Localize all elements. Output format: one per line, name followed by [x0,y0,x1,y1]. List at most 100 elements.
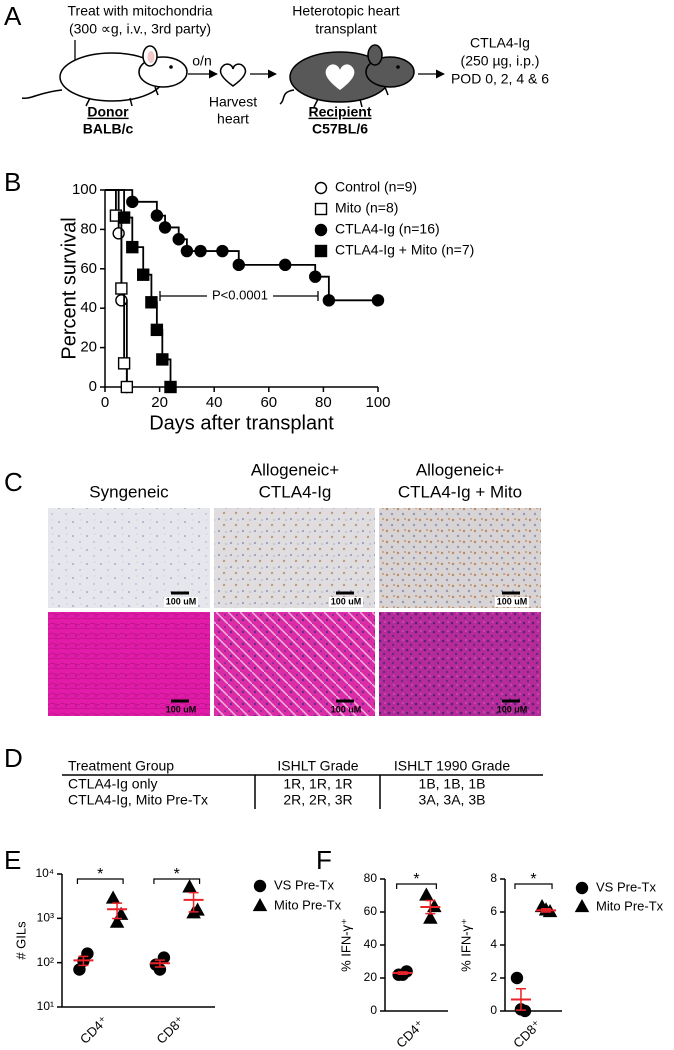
significance-label: * [413,871,419,888]
scale-bar-label: 100 uM [331,704,362,714]
x-tick-label: 40 [206,394,223,411]
data-point [182,879,197,893]
recipient-mouse [279,44,415,108]
y-tick-label: 40 [364,937,378,951]
histology-panel [48,508,541,716]
error-bar [154,959,165,968]
panel-label: B [4,167,21,197]
column-header: CTLA4-Ig [259,482,332,501]
table-cell: 2R, 2R, 3R [283,792,352,808]
survival-marker [180,244,194,258]
legend-label: Mito (n=8) [335,200,398,216]
legend-label: CTLA4-Ig + Mito (n=7) [335,242,474,258]
survival-marker [309,270,322,283]
scale-bar-label: 100 uM [166,596,197,606]
scale-bar-bg [164,597,198,607]
survival-marker [371,294,385,307]
x-tick-label: 100 [365,394,390,411]
scale-bar-label: 100 uM [166,704,197,714]
table-header: Treatment Group [68,758,174,774]
y-axis-title: Percent survival [58,217,80,359]
error-bar [78,955,89,967]
panel-label: F [316,845,332,875]
error-bar [188,891,199,913]
legend-label: Control (n=9) [335,179,417,195]
y-tick-label: 4 [490,937,497,951]
histology-image [214,612,375,716]
y-axis-title: % IFN-γ⁺ [458,918,473,972]
x-tick-label: 0 [101,394,109,411]
legend-marker [253,879,267,893]
y-tick-label: 0 [89,378,97,395]
panel-label: A [4,1,22,31]
legend-marker [574,898,590,913]
legend-label: CTLA4-Ig (n=16) [335,221,440,237]
legend-label: Mito Pre-Tx [596,898,664,913]
y-tick-label: 0 [490,1003,497,1017]
column-header: CTLA4-Ig + Mito [398,482,522,501]
column-header: Syngeneic [89,482,169,501]
x-tick-label: CD4⁺ [393,1017,427,1050]
y-tick-label: 10³ [37,911,54,925]
panel-label: C [4,467,23,497]
annotation-bracket [159,291,319,301]
survival-marker [172,233,185,246]
y-tick-label: 60 [80,260,97,277]
grade-table: Treatment Group ISHLT Grade ISHLT 1990 G… [62,758,543,809]
schematic-text: BALB/c [83,121,134,137]
scale-bar-bg [329,597,363,607]
legend-marker [314,202,328,216]
x-tick-label: 80 [315,394,332,411]
y-tick-label: 6 [490,904,497,918]
error-bar [112,902,123,920]
data-point [423,910,438,924]
y-tick-label: 20 [80,339,97,356]
scale-bar-label: 100 uM [331,596,362,606]
annotation: P<0.0001 [212,287,268,302]
y-tick-label: 2 [490,970,497,984]
survival-step [105,189,126,218]
schematic-text: transplant [315,21,377,37]
donor-mouse [21,45,188,107]
schematic-text: Harvest [209,94,257,110]
column-header: Allogeneic+ [251,460,339,479]
x-tick-label: CD8⁺ [153,1013,187,1047]
legend-label: VS Pre-Tx [596,879,656,894]
schematic-text: Heterotopic heart [292,3,400,19]
significance-label: * [530,871,536,888]
x-tick-label: CD8⁺ [510,1017,544,1050]
scale-bar-bg [495,597,529,607]
y-tick-label: 80 [80,220,97,237]
survival-marker [278,258,292,272]
significance-bracket [396,883,437,889]
scale-bar-label: 100 uM [497,704,528,714]
legend-marker [252,897,268,912]
significance-bracket [153,878,201,884]
schematic-text: o/n [192,53,211,69]
survival-marker [150,323,164,337]
data-point [419,887,434,901]
error-bar [397,971,408,975]
significance-bracket [514,883,553,889]
data-point [105,890,121,904]
y-axis-title: % IFN-γ⁺ [338,918,353,972]
histology-image [48,508,210,608]
y-tick-label: 8 [490,871,497,885]
x-axis-title: Days after transplant [149,412,334,434]
error-bar [541,907,552,913]
table-cell: 1B, 1B, 1B [419,776,486,792]
table-cell: CTLA4-Ig only [68,776,157,792]
data-point [109,914,125,928]
panel-label: E [4,845,21,875]
survival-marker [137,268,150,281]
y-tick-label: 10² [37,955,54,969]
y-tick-label: 100 [72,181,97,198]
y-axis-title: # GILs [13,921,28,960]
data-point [510,971,524,985]
x-tick-label: 60 [260,394,277,411]
y-tick-label: 0 [370,1003,377,1017]
legend-marker [314,181,328,195]
survival-marker [150,209,164,222]
legend-label: VS Pre-Tx [274,877,334,892]
legend-marker [314,244,328,258]
